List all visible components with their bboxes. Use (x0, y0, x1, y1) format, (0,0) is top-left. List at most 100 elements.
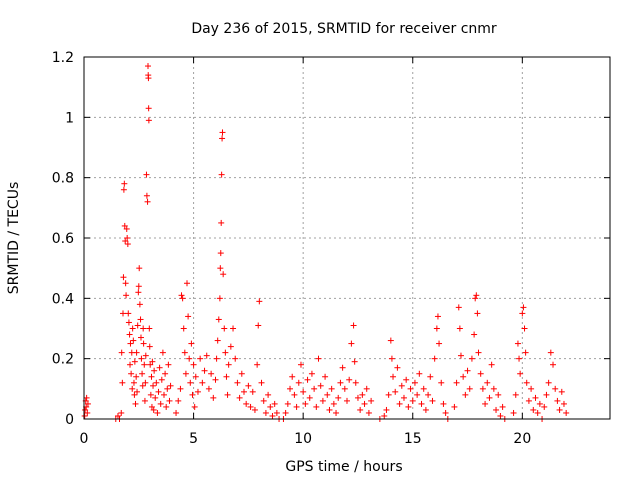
data-point (167, 382, 174, 389)
data-point (534, 409, 541, 416)
data-point (434, 313, 441, 320)
data-point (351, 358, 358, 365)
data-point (227, 343, 234, 350)
data-point (181, 349, 188, 356)
data-point (304, 376, 311, 383)
data-point (536, 400, 543, 407)
data-point (175, 397, 182, 404)
data-point (405, 403, 412, 410)
data-point (180, 325, 187, 332)
data-point (407, 385, 414, 392)
y-tick-label: 0.2 (52, 352, 74, 368)
data-point (224, 391, 231, 398)
data-point (186, 355, 193, 362)
data-point (517, 370, 524, 377)
data-point (486, 394, 493, 401)
data-point (256, 298, 263, 305)
data-point (131, 358, 138, 365)
data-point (84, 409, 91, 416)
data-point (521, 325, 528, 332)
data-point (133, 349, 140, 356)
data-point (120, 274, 127, 281)
data-point (464, 367, 471, 374)
data-point (153, 379, 160, 386)
data-point (324, 391, 331, 398)
data-point (398, 382, 405, 389)
data-point (295, 379, 302, 386)
data-point (179, 295, 186, 302)
data-point (541, 403, 548, 410)
data-point (165, 361, 172, 368)
data-point (251, 406, 258, 413)
x-axis-label: GPS time / hours (285, 459, 402, 475)
data-point (234, 379, 241, 386)
data-point (361, 400, 368, 407)
data-point (138, 355, 145, 362)
data-point (354, 394, 361, 401)
data-point (247, 403, 254, 410)
data-point (126, 331, 133, 338)
data-point (499, 403, 506, 410)
data-point (114, 412, 121, 419)
data-point (291, 391, 298, 398)
data-point (258, 379, 265, 386)
data-point (141, 361, 148, 368)
data-point (122, 238, 129, 245)
data-point (143, 171, 150, 178)
data-point (468, 355, 475, 362)
data-point (516, 355, 523, 362)
data-point (136, 265, 143, 272)
data-point (129, 325, 136, 332)
data-point (219, 135, 226, 142)
data-point (306, 394, 313, 401)
data-point (254, 361, 261, 368)
data-point (522, 349, 529, 356)
data-point (218, 171, 225, 178)
data-point (420, 385, 427, 392)
data-point (147, 361, 154, 368)
data-point (328, 385, 335, 392)
data-point (523, 379, 530, 386)
data-point (82, 406, 89, 413)
data-point (442, 409, 449, 416)
data-point (249, 388, 256, 395)
data-point (416, 370, 423, 377)
data-point (440, 400, 447, 407)
data-point (218, 219, 225, 226)
data-point (400, 394, 407, 401)
data-point (145, 105, 152, 112)
data-point (530, 406, 537, 413)
data-point (119, 379, 126, 386)
data-point (223, 373, 230, 380)
data-point (139, 370, 146, 377)
data-point (490, 385, 497, 392)
data-point (255, 322, 262, 329)
data-point (519, 310, 526, 317)
data-point (514, 340, 521, 347)
data-point (484, 379, 491, 386)
axis-tick-labels: 0 0.2 0.4 0.6 0.8 1 1.2 0 5 10 15 20 (52, 50, 532, 447)
data-point (460, 373, 467, 380)
data-point (348, 340, 355, 347)
data-point (157, 400, 164, 407)
data-point (194, 388, 201, 395)
data-point (164, 385, 171, 392)
data-point (213, 355, 220, 362)
data-point (214, 337, 221, 344)
data-point (550, 361, 557, 368)
data-point (341, 385, 348, 392)
x-tick-label: 20 (513, 431, 531, 447)
axis-ticks (83, 56, 610, 420)
data-point (552, 385, 559, 392)
data-point (205, 385, 212, 392)
data-point (230, 325, 237, 332)
data-point (510, 409, 517, 416)
data-point (236, 394, 243, 401)
y-tick-label: 1 (65, 110, 74, 126)
data-point (124, 241, 131, 248)
data-point (84, 400, 91, 407)
data-point (271, 400, 278, 407)
data-point (422, 406, 429, 413)
data-point (337, 379, 344, 386)
